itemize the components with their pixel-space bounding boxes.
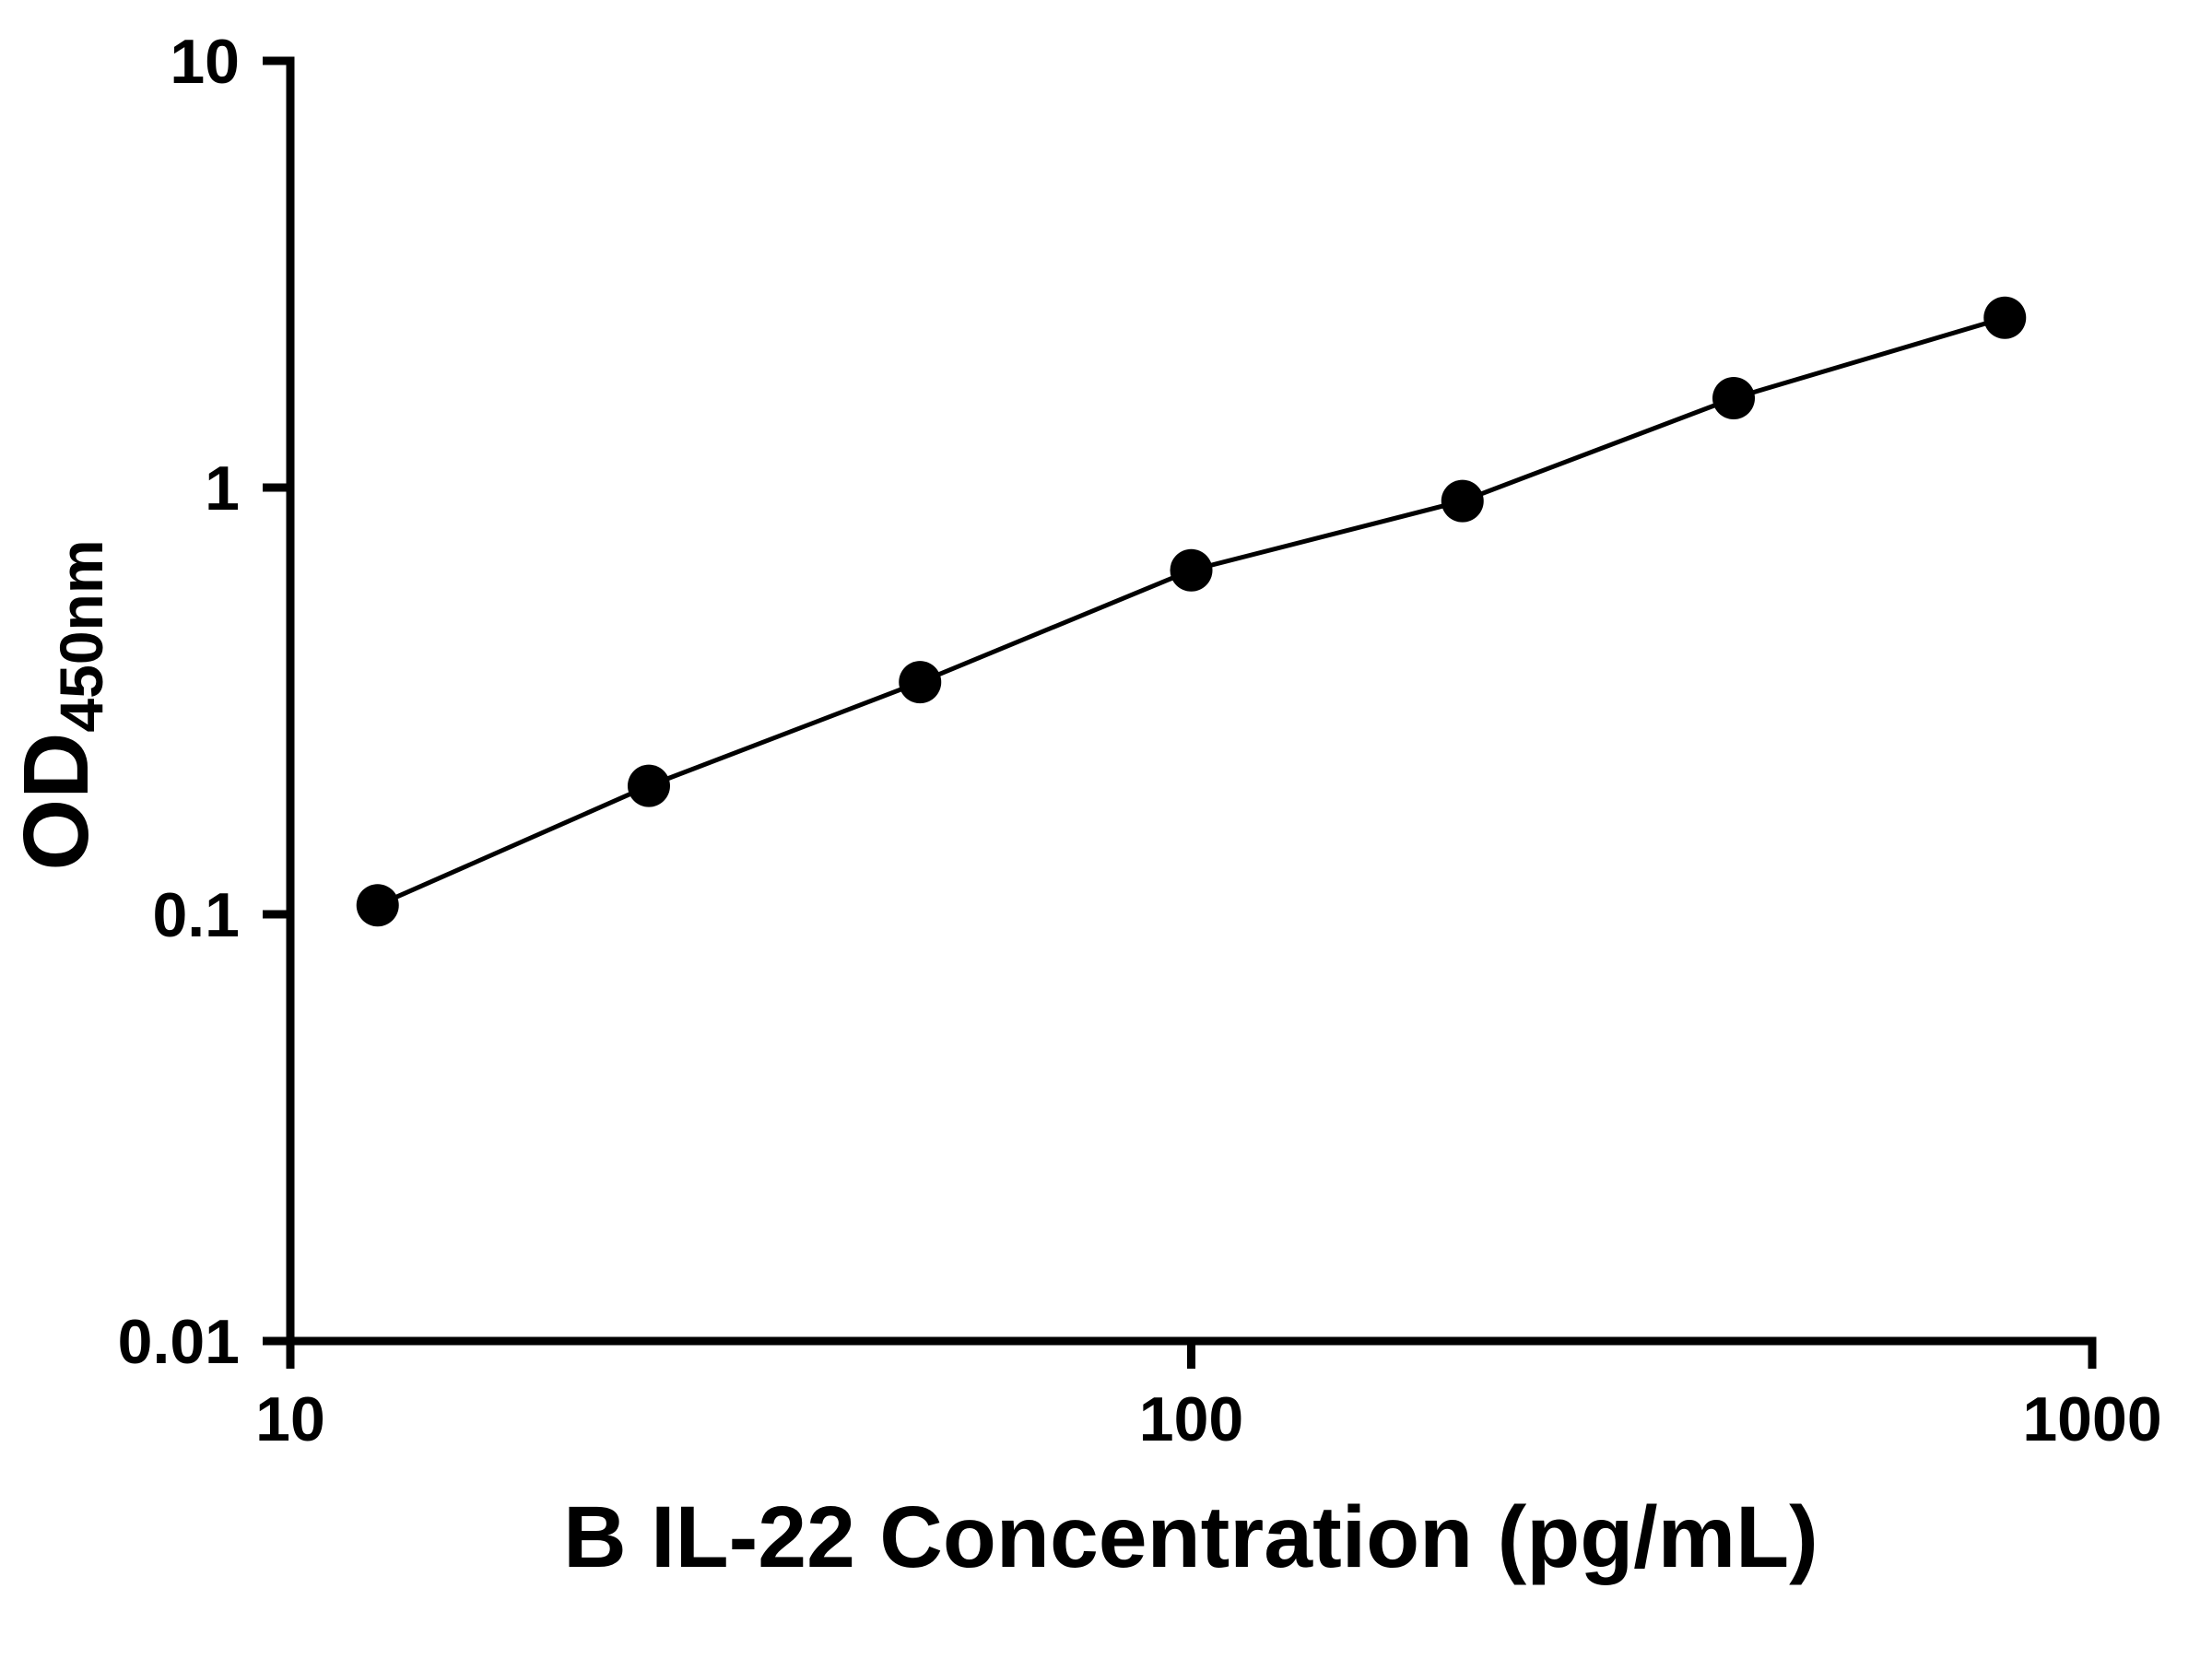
x-tick-label: 1000 bbox=[2022, 1384, 2161, 1454]
y-tick-label: 1 bbox=[205, 453, 240, 524]
data-point bbox=[356, 884, 399, 927]
ticks-group bbox=[263, 56, 2097, 1369]
data-point bbox=[1441, 479, 1484, 523]
data-point bbox=[1170, 548, 1213, 592]
y-tick-label: 10 bbox=[170, 27, 240, 97]
x-axis-title: B IL-22 Concentration (pg/mL) bbox=[563, 1488, 1818, 1586]
y-tick-label: 0.01 bbox=[118, 1307, 240, 1377]
y-axis-title-main: OD bbox=[5, 733, 108, 871]
x-tick-label: 100 bbox=[1139, 1384, 1243, 1454]
data-point bbox=[627, 764, 670, 807]
data-point bbox=[899, 661, 942, 704]
tick-labels-group: 10 100 1000 0.01 0.1 1 10 bbox=[118, 27, 2162, 1454]
x-tick-label: 10 bbox=[255, 1384, 325, 1454]
y-tick-label: 0.1 bbox=[152, 880, 240, 950]
data-point bbox=[1712, 376, 1756, 419]
y-axis-title-sub: 450nm bbox=[47, 539, 115, 732]
series-group bbox=[356, 296, 2027, 927]
data-point bbox=[1983, 296, 2027, 339]
y-axis-title: OD450nm bbox=[5, 539, 115, 870]
